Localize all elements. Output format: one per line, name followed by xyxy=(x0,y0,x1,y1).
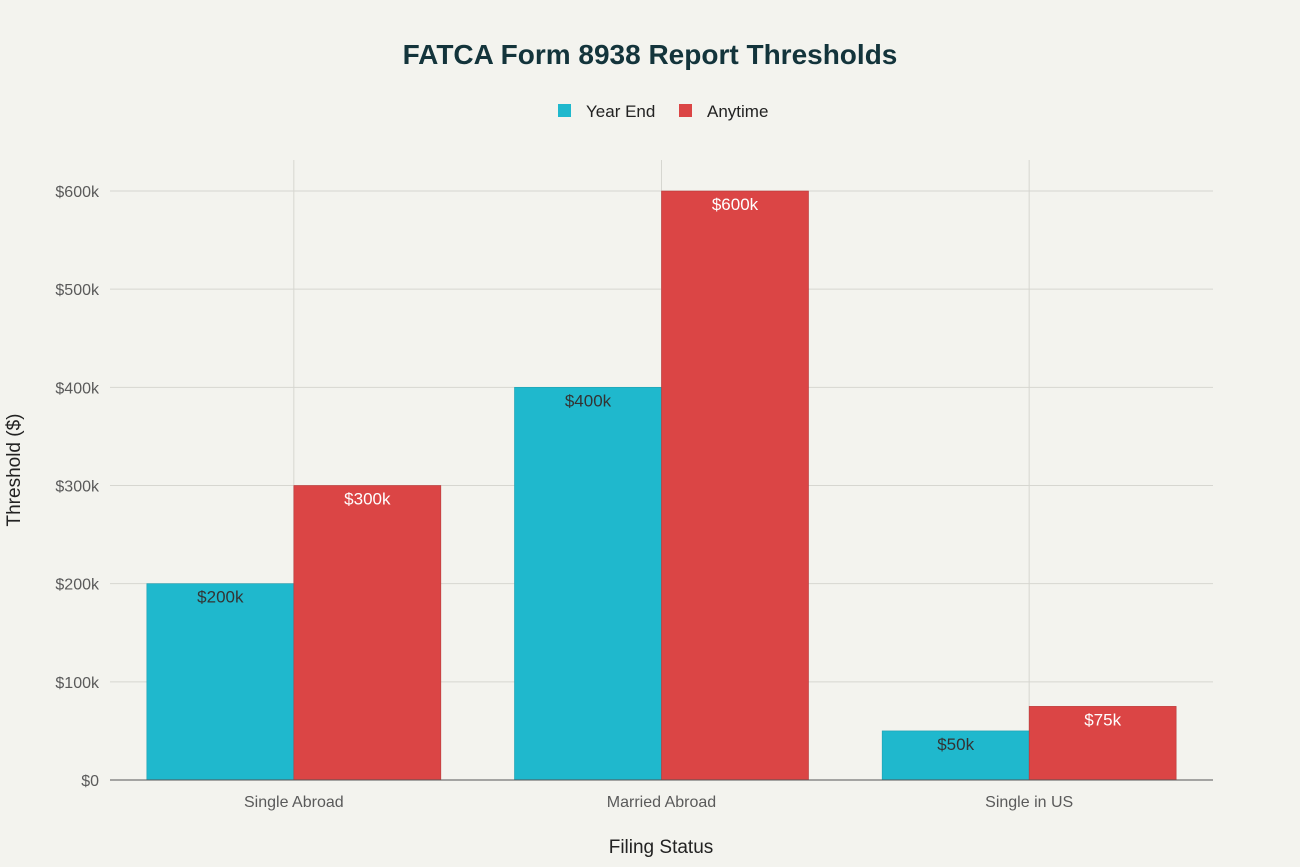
legend-label: Year End xyxy=(586,102,655,121)
y-axis-title: Threshold ($) xyxy=(4,414,25,527)
bar-year-end xyxy=(146,583,295,781)
bar-anytime xyxy=(1028,706,1177,781)
y-tick-label: $300k xyxy=(55,479,100,496)
x-tick-label: Single Abroad xyxy=(244,794,344,811)
bar-year-end xyxy=(514,387,662,781)
x-axis-title: Filing Status xyxy=(609,837,714,858)
y-tick-label: $500k xyxy=(55,282,100,299)
legend-swatch-anytime xyxy=(679,104,692,117)
chart-title: FATCA Form 8938 Report Thresholds xyxy=(403,39,898,70)
y-tick-label: $600k xyxy=(55,184,100,201)
bar-anytime xyxy=(661,190,809,781)
legend: Year End Anytime xyxy=(558,102,768,121)
data-labels: $200k $300k $400k $600k $50k $75k xyxy=(197,195,1121,754)
data-label: $50k xyxy=(937,735,974,754)
data-label: $300k xyxy=(344,490,391,509)
x-tick-label: Single in US xyxy=(985,794,1073,811)
legend-label: Anytime xyxy=(707,102,768,121)
data-label: $600k xyxy=(712,195,759,214)
x-tick-label: Married Abroad xyxy=(607,794,716,811)
axes: $0 $100k $200k $300k $400k $500k $600k Single A… xyxy=(55,184,1213,811)
data-label: $200k xyxy=(197,588,244,607)
data-label: $400k xyxy=(565,391,612,410)
y-tick-label: $400k xyxy=(55,380,100,397)
legend-swatch-year-end xyxy=(558,104,571,117)
y-tick-label: $200k xyxy=(55,577,100,594)
data-label: $75k xyxy=(1084,710,1121,729)
bar-anytime xyxy=(293,485,442,781)
bars xyxy=(146,190,1177,781)
y-tick-label: $100k xyxy=(55,675,100,692)
y-tick-label: $0 xyxy=(81,773,99,790)
